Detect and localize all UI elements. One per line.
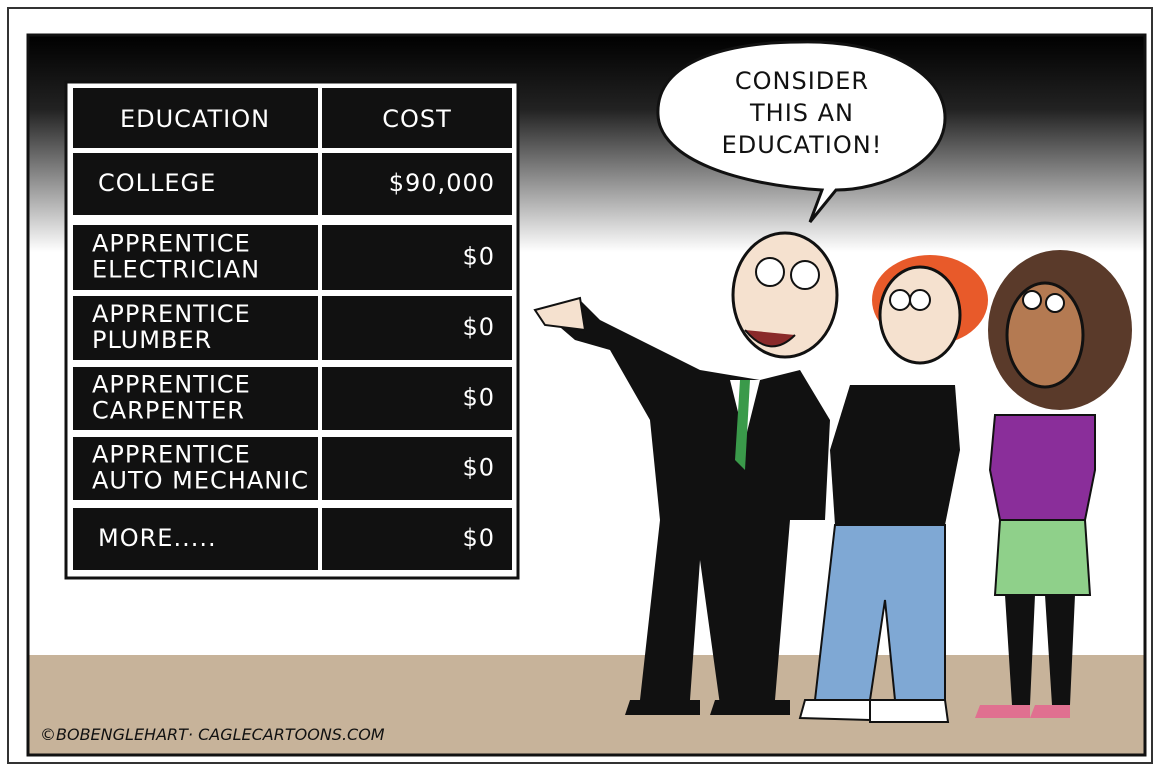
row-cost: $0 <box>462 454 495 482</box>
row-cost: $0 <box>462 313 495 341</box>
row-cost: $0 <box>462 243 495 271</box>
row-label: APPRENTICE <box>92 371 251 399</box>
row-cost: $0 <box>462 524 495 552</box>
page: { "table": { "header": ["EDUCATION", "CO… <box>0 0 1160 771</box>
row-label: AUTO MECHANIC <box>92 467 309 495</box>
row-label: CARPENTER <box>92 397 245 425</box>
signature: ©BOBENGLEHART· CAGLECARTOONS.COM <box>40 725 385 744</box>
row-label: ELECTRICIAN <box>92 256 260 284</box>
row-label: APPRENTICE <box>92 230 251 258</box>
bubble-line: THIS AN <box>749 99 854 127</box>
row-label: APPRENTICE <box>92 300 251 328</box>
header-text: EDUCATION <box>120 105 270 133</box>
row-label: COLLEGE <box>98 169 216 197</box>
bubble-line: CONSIDER <box>735 67 869 95</box>
row-cost: $90,000 <box>389 169 495 197</box>
header-text: COST <box>382 105 452 133</box>
row-label: MORE..... <box>98 524 217 552</box>
row-label: PLUMBER <box>92 326 212 354</box>
bubble-line: EDUCATION! <box>722 131 883 159</box>
row-cost: $0 <box>462 384 495 412</box>
cartoon: EDUCATIONCOSTCOLLEGE$90,000APPRENTICEELE… <box>0 0 1160 771</box>
row-label: APPRENTICE <box>92 441 251 469</box>
